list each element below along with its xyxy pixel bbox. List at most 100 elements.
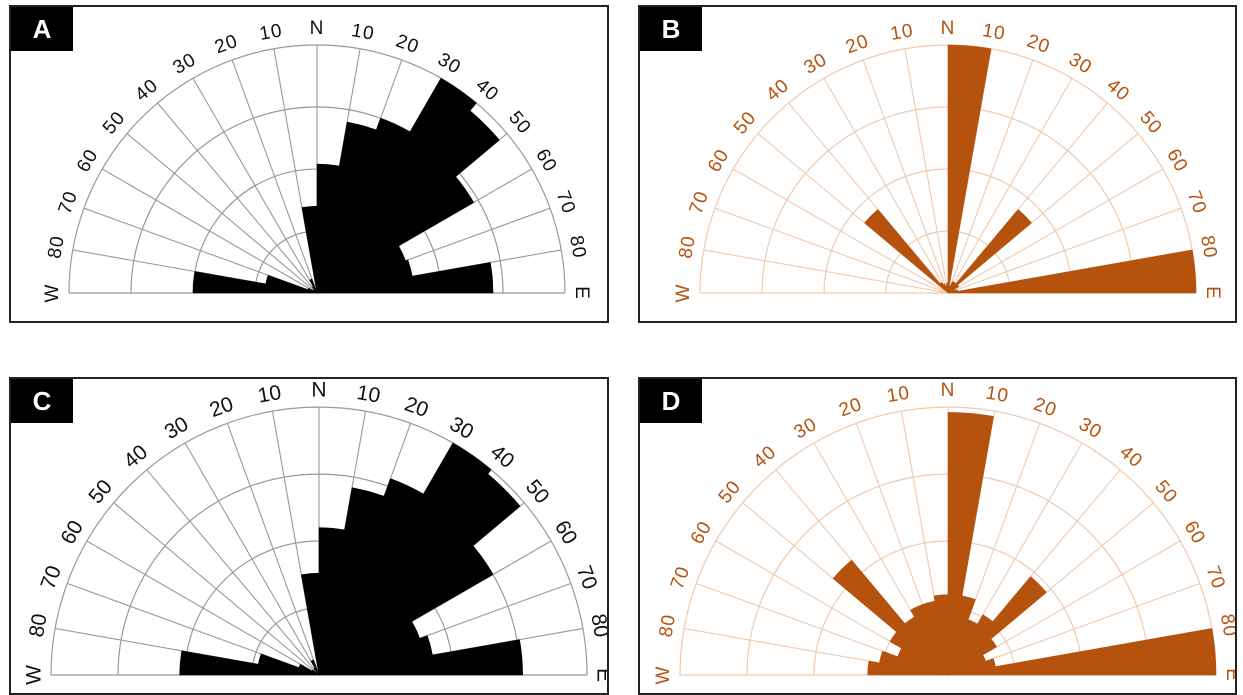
tick-label: N [311, 379, 326, 402]
rose-wedge [316, 110, 500, 294]
rose-wedge [947, 638, 998, 676]
tick-label: 20 [402, 392, 432, 422]
grid-spoke [947, 59, 1034, 294]
grid-spoke [703, 249, 949, 294]
rose-wedge [947, 595, 976, 676]
tick-label: 10 [258, 20, 284, 45]
tick-label: 20 [836, 394, 865, 422]
tick-label: W [653, 666, 674, 685]
tick-label: 80 [675, 234, 700, 260]
tick-label: 60 [704, 145, 734, 176]
tick-label: 30 [1075, 414, 1106, 444]
rose-wedge [942, 283, 949, 294]
rose-wedge [309, 278, 318, 294]
tick-label: 10 [981, 20, 1007, 45]
tick-label: 50 [730, 107, 761, 138]
rose-wedge [864, 209, 949, 294]
tick-label: 10 [350, 20, 376, 45]
tick-label: E [592, 668, 607, 682]
tick-label: 40 [1115, 442, 1146, 473]
rose-wedge [879, 650, 949, 676]
grid-spoke [184, 442, 320, 676]
tick-label: 10 [885, 382, 911, 407]
tick-label: 70 [572, 563, 602, 593]
tick-label: 10 [984, 382, 1010, 407]
grid-spoke [714, 207, 949, 294]
rose-wedge [318, 545, 494, 676]
tick-label: 70 [55, 188, 83, 217]
tick-label: 60 [1179, 517, 1209, 548]
tick-label: 80 [565, 234, 590, 260]
grid-spoke [146, 469, 320, 676]
panel-label: C [11, 379, 73, 423]
grid-spoke [904, 48, 949, 294]
tick-label: E [1222, 668, 1235, 682]
tick-label: E [571, 286, 592, 300]
tick-label: 70 [552, 188, 580, 217]
tick-label: 10 [889, 20, 915, 45]
rose-wedge [318, 442, 492, 676]
grid-spoke [732, 168, 949, 294]
tick-label: 30 [800, 49, 831, 79]
tick-label: 80 [1216, 612, 1235, 638]
tick-label: 20 [207, 392, 237, 422]
grid-spoke [947, 207, 1182, 294]
rose-wedge [947, 209, 1032, 294]
tick-label: 20 [212, 31, 241, 59]
tick-label: 70 [1183, 188, 1211, 217]
rose-wedge [947, 249, 1197, 294]
grid-spoke [157, 102, 318, 294]
tick-label: 80 [655, 612, 680, 638]
grid-spoke [192, 77, 318, 294]
rose-wedge [318, 639, 523, 676]
grid-spoke [86, 540, 320, 676]
tick-label: 20 [843, 31, 872, 59]
tick-label: 80 [1196, 234, 1221, 260]
tick-label: 50 [84, 475, 117, 508]
panel-label: D [640, 379, 702, 423]
tick-label: 70 [686, 188, 714, 217]
tick-label: 50 [1150, 477, 1181, 508]
tick-label: 50 [1135, 107, 1166, 138]
tick-label: 40 [762, 75, 793, 106]
tick-label: 60 [56, 517, 88, 549]
panel-label: A [11, 7, 73, 51]
tick-label: 10 [355, 381, 382, 408]
tick-label: 30 [434, 49, 465, 79]
tick-label: 40 [119, 440, 152, 473]
rose-wedge [316, 77, 477, 294]
rose-wedge [265, 274, 318, 294]
tick-label: 20 [393, 31, 422, 59]
tick-label: 50 [504, 107, 535, 138]
tick-label: E [1202, 286, 1223, 300]
tick-label: W [673, 284, 694, 303]
rose-wedge [316, 262, 494, 294]
grid-spoke [862, 59, 949, 294]
tick-label: 80 [25, 612, 52, 639]
tick-label: 70 [36, 563, 66, 593]
grid-spoke [113, 502, 320, 676]
rose-wedge [947, 576, 1047, 676]
tick-label: 10 [256, 381, 283, 408]
grid-spoke [231, 59, 318, 294]
tick-label: 20 [1024, 31, 1053, 59]
tick-label: 60 [531, 145, 561, 176]
grid-spoke [947, 77, 1073, 294]
rose-wedge [832, 559, 949, 676]
rose-wedge [318, 473, 521, 676]
rose-wedge [939, 281, 949, 294]
tick-label: 30 [169, 49, 200, 79]
tick-label: 60 [1162, 145, 1192, 176]
tick-label: 70 [1202, 563, 1230, 592]
tick-label: 30 [161, 412, 193, 444]
rose-panel-a: A W 80 70 60 50 40 30 20 10 N 10 20 30 40 50 60 70 80 E [9, 5, 609, 323]
tick-label: 20 [1031, 394, 1060, 422]
grid-spoke [101, 168, 318, 294]
tick-label: 70 [667, 563, 695, 592]
tick-label: 80 [44, 234, 69, 260]
